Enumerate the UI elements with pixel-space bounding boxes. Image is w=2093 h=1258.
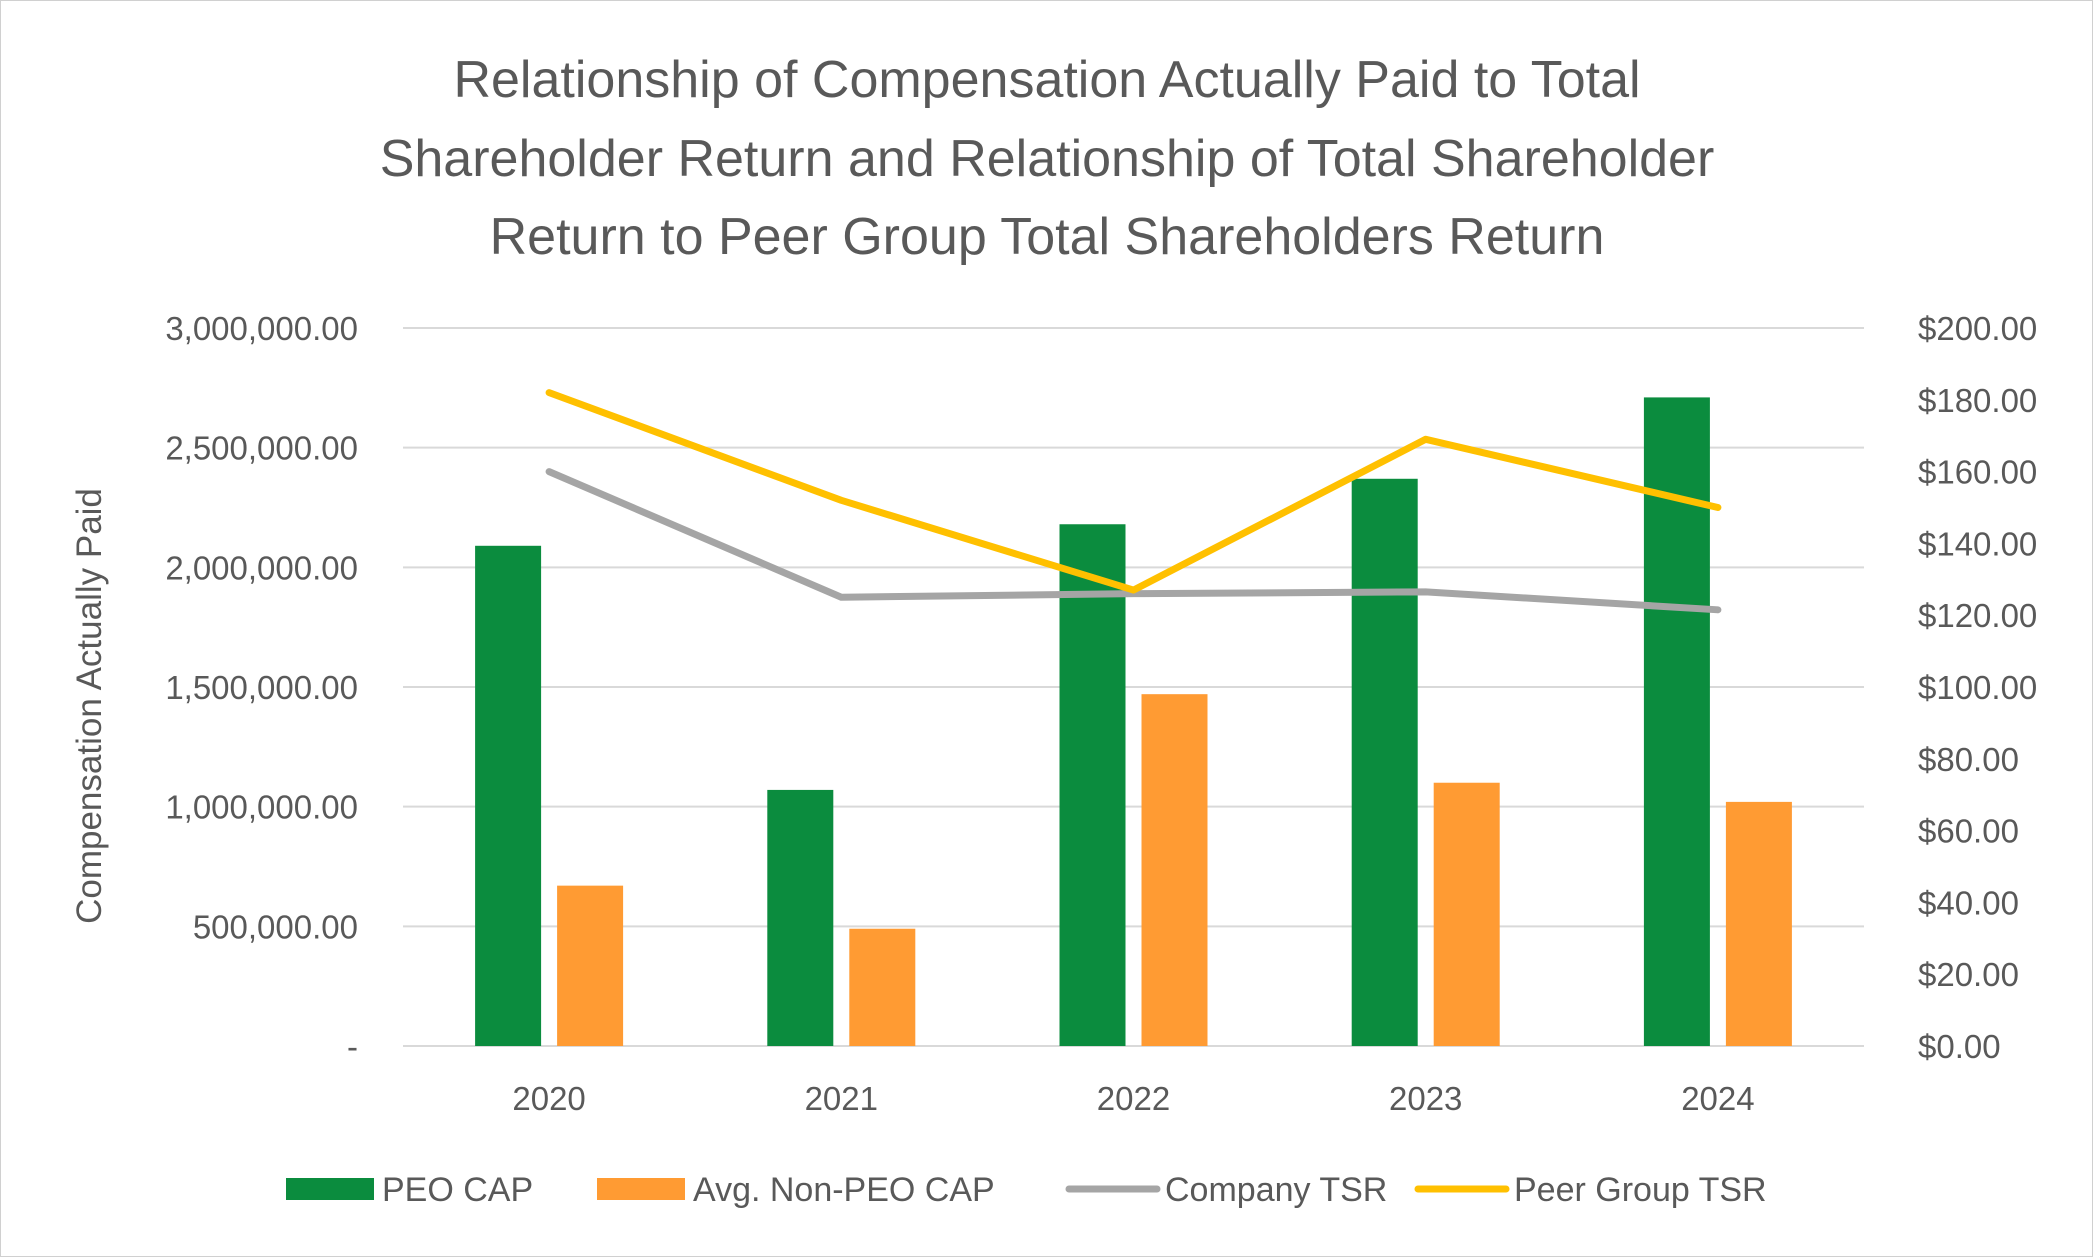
- y-left-tick-label: 2,500,000.00: [165, 430, 358, 467]
- y-left-tick-label: 1,000,000.00: [165, 789, 358, 826]
- x-tick-label: 2020: [512, 1080, 585, 1117]
- chart-title-line-2: Shareholder Return and Relationship of T…: [380, 130, 1715, 188]
- chart-title: Relationship of Compensation Actually Pa…: [380, 51, 1715, 266]
- y-right-tick-label: $160.00: [1918, 454, 2037, 491]
- bar-avg-non-peo-cap: [1433, 782, 1500, 1046]
- legend-peo-cap-swatch: [286, 1178, 374, 1200]
- y-left-tick-label: 1,500,000.00: [165, 669, 358, 706]
- y-left-tick-label: 2,000,000.00: [165, 549, 358, 586]
- bar-peo-cap: [475, 545, 542, 1046]
- x-tick-label: 2023: [1389, 1080, 1462, 1117]
- y-right-tick-label: $200.00: [1918, 310, 2037, 347]
- y-right-tick-label: $140.00: [1918, 525, 2037, 562]
- legend-avg-non-peo-cap-label: Avg. Non-PEO CAP: [693, 1171, 995, 1209]
- bar-avg-non-peo-cap: [557, 885, 624, 1046]
- y-right-tick-label: $100.00: [1918, 669, 2037, 706]
- y-left-tick-label: 3,000,000.00: [165, 310, 358, 347]
- chart-title-line-3: Return to Peer Group Total Shareholders …: [490, 208, 1605, 266]
- series-lines: [545, 389, 1722, 614]
- line-peer-group-tsr: [545, 389, 1722, 594]
- y-right-tick-label: $20.00: [1918, 956, 2019, 993]
- bar-avg-non-peo-cap: [1725, 801, 1792, 1046]
- legend-peer-group-tsr-label: Peer Group TSR: [1514, 1171, 1767, 1209]
- y-right-tick-label: $180.00: [1918, 382, 2037, 419]
- x-tick-label: 2021: [805, 1080, 878, 1117]
- bar-peo-cap: [767, 789, 834, 1046]
- y-right-tick-label: $40.00: [1918, 884, 2019, 921]
- x-axis: 2020 2021 2022 2023 2024: [512, 1080, 1754, 1117]
- y-left-tick-label: 500,000.00: [193, 908, 358, 945]
- legend-peo-cap-label: PEO CAP: [382, 1171, 533, 1209]
- gridlines: [403, 327, 1864, 1047]
- y-axis-left: - 500,000.00 1,000,000.00 1,500,000.00 2,000…: [165, 310, 358, 1065]
- bar-peo-cap: [1059, 524, 1126, 1046]
- y-axis-label-left: Compensation Actually Paid: [70, 488, 109, 924]
- legend-avg-non-peo-cap-swatch: [597, 1178, 685, 1200]
- bar-avg-non-peo-cap: [849, 928, 916, 1046]
- x-tick-label: 2022: [1097, 1080, 1170, 1117]
- y-right-tick-label: $120.00: [1918, 597, 2037, 634]
- bar-peo-cap: [1351, 478, 1418, 1046]
- y-axis-right: $0.00 $20.00 $40.00 $60.00 $80.00 $100.00 $120…: [1918, 310, 2037, 1065]
- bars: [475, 397, 1792, 1046]
- y-right-tick-label: $0.00: [1918, 1028, 2001, 1065]
- legend: PEO CAP Avg. Non-PEO CAP Company TSR Peer G…: [286, 1171, 1767, 1209]
- y-right-tick-label: $60.00: [1918, 813, 2019, 850]
- legend-company-tsr-label: Company TSR: [1165, 1171, 1387, 1209]
- bar-avg-non-peo-cap: [1141, 694, 1208, 1046]
- line-company-tsr: [545, 468, 1722, 614]
- x-tick-label: 2024: [1681, 1080, 1754, 1117]
- chart-title-line-1: Relationship of Compensation Actually Pa…: [453, 51, 1640, 109]
- y-right-tick-label: $80.00: [1918, 741, 2019, 778]
- y-left-tick-label: -: [347, 1028, 358, 1065]
